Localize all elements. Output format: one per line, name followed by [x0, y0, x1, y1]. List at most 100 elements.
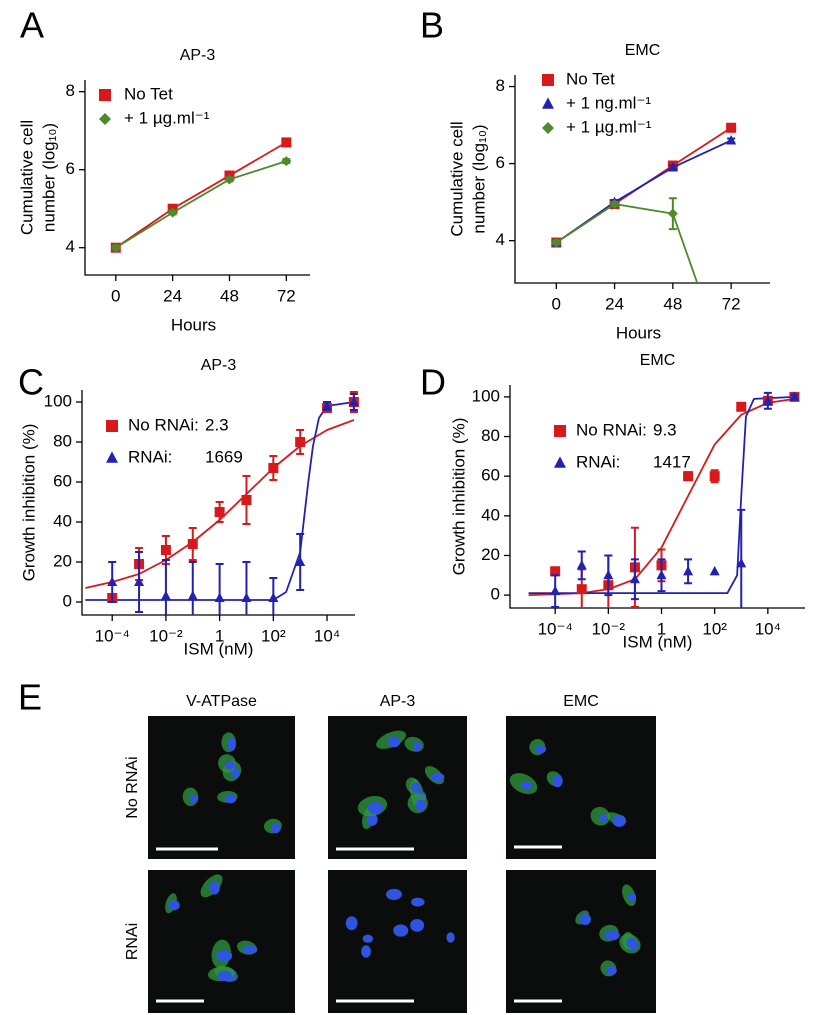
y-axis-label: number (log₁₀) — [39, 123, 58, 232]
nucleus — [446, 932, 455, 943]
marker — [667, 208, 678, 219]
legend-label: + 1 µg.ml⁻¹ — [566, 117, 652, 136]
marker — [789, 391, 800, 401]
x-tick-label: 10⁻⁴ — [538, 619, 573, 638]
column-label: EMC — [563, 693, 599, 710]
legend-value: 1669 — [205, 447, 243, 466]
panel-letter: A — [20, 5, 44, 46]
x-tick-label: 24 — [605, 294, 624, 313]
legend-marker — [99, 113, 111, 125]
legend-label: No RNAi: — [128, 415, 199, 434]
panel-letter: D — [420, 362, 446, 403]
y-axis-label: Growth inhibition (%) — [449, 418, 468, 576]
marker — [576, 584, 587, 595]
y-tick-label: 8 — [496, 76, 505, 95]
nucleus — [387, 736, 401, 748]
nucleus — [216, 970, 232, 982]
legend-label: RNAi: — [576, 452, 620, 471]
y-tick-label: 40 — [53, 511, 72, 530]
x-tick-label: 48 — [663, 294, 682, 313]
legend-marker — [106, 451, 118, 463]
x-axis-label: Hours — [171, 315, 216, 334]
nucleus — [430, 772, 445, 782]
x-tick-label: 0 — [552, 294, 561, 313]
x-axis-label: Hours — [616, 323, 661, 342]
chart-title: EMC — [625, 42, 661, 59]
marker — [241, 592, 252, 602]
x-tick-label: 72 — [277, 286, 296, 305]
x-tick-label: 1 — [657, 619, 666, 638]
column-label: V-ATPase — [186, 693, 257, 710]
legend-value: 9.3 — [653, 420, 677, 439]
marker — [683, 565, 694, 576]
chart-title: AP-3 — [201, 357, 237, 374]
y-axis-label: Cumulative cell — [17, 120, 36, 235]
y-tick-label: 80 — [53, 431, 72, 450]
marker — [160, 545, 171, 555]
legend-value: 1417 — [653, 452, 691, 471]
y-tick-label: 0 — [63, 591, 72, 610]
y-tick-label: 8 — [66, 81, 75, 100]
axis-line — [81, 390, 355, 616]
nucleus — [579, 913, 592, 926]
y-tick-label: 6 — [496, 153, 505, 172]
y-tick-label: 100 — [44, 391, 72, 410]
legend-label: + 1 µg.ml⁻¹ — [124, 108, 210, 127]
x-tick-label: 48 — [220, 286, 239, 305]
y-tick-label: 4 — [66, 237, 75, 256]
series-line — [555, 203, 699, 283]
nucleus — [242, 945, 258, 954]
x-tick-label: 1 — [215, 626, 224, 645]
marker — [709, 565, 720, 576]
legend-value: 2.3 — [205, 415, 229, 434]
marker — [667, 161, 678, 172]
marker — [609, 199, 620, 210]
marker — [214, 507, 225, 517]
nucleus — [368, 801, 383, 815]
y-tick-label: 60 — [53, 471, 72, 490]
nucleus — [386, 888, 402, 901]
y-tick-label: 80 — [481, 426, 500, 445]
marker — [656, 569, 667, 580]
nucleus — [520, 781, 533, 790]
marker — [322, 400, 333, 410]
marker — [295, 556, 306, 566]
plot-area — [85, 391, 359, 615]
marker — [736, 557, 747, 568]
plot-area — [110, 137, 292, 253]
marker — [709, 471, 720, 482]
nucleus — [599, 813, 608, 823]
nucleus — [415, 799, 427, 812]
marker — [160, 590, 171, 600]
x-tick-label: 0 — [111, 286, 120, 305]
series-line — [115, 160, 287, 249]
nucleus — [224, 794, 237, 804]
column-label: AP-3 — [380, 693, 416, 710]
legend-marker — [542, 122, 554, 134]
axis-line — [514, 75, 770, 284]
y-tick-label: 100 — [472, 386, 500, 405]
series-line — [555, 139, 732, 244]
x-tick-label: 10⁻² — [592, 619, 626, 638]
row-label: No RNAi — [124, 756, 141, 818]
legend-marker — [554, 425, 566, 437]
nucleus — [410, 919, 425, 932]
y-axis-label: number (log₁₀) — [469, 124, 488, 233]
y-tick-label: 4 — [496, 230, 505, 249]
legend-marker — [99, 89, 111, 101]
nucleus — [604, 930, 620, 941]
nucleus — [612, 814, 627, 827]
marker — [551, 237, 562, 248]
x-tick-label: 72 — [722, 294, 741, 313]
marker — [550, 585, 561, 596]
nucleus — [168, 900, 180, 911]
y-tick-label: 20 — [53, 551, 72, 570]
x-tick-label: 24 — [163, 286, 182, 305]
micrograph — [148, 716, 295, 859]
nucleus — [552, 774, 563, 788]
marker — [726, 374, 736, 384]
legend-marker — [542, 74, 554, 86]
row-label: RNAi — [124, 923, 141, 960]
nucleus — [393, 924, 409, 937]
